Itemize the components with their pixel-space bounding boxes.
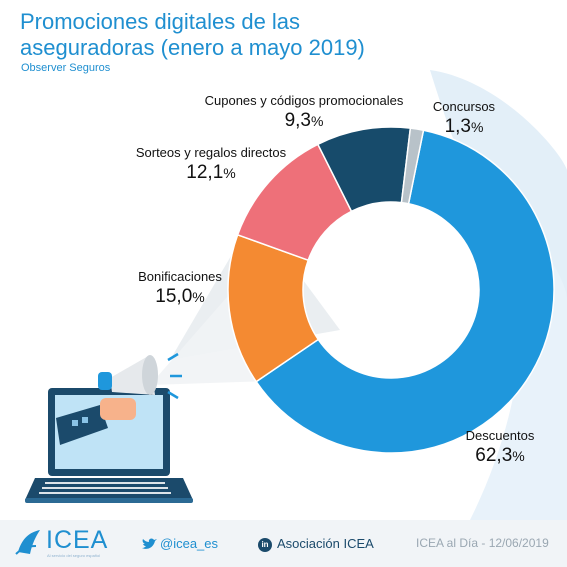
slice-value-sorteos: 12,1 [186, 162, 224, 183]
twitter-icon[interactable] [141, 537, 157, 551]
label-bonificaciones: Bonificaciones 15,0% [132, 268, 228, 309]
label-sorteos: Sorteos y regalos directos 12,1% [118, 144, 304, 185]
label-cupones: Cupones y códigos promocionales 9,3% [204, 93, 404, 131]
donut-slice-descuentos [255, 129, 555, 454]
donut-chart [227, 126, 555, 454]
slice-value-concursos: 1,3 [444, 116, 471, 137]
donut-slice-concursos [400, 127, 425, 205]
source-label: Observer Seguros [21, 62, 111, 74]
linkedin-link[interactable]: Asociación ICEA [277, 536, 374, 551]
label-descuentos: Descuentos 62,3% [458, 427, 542, 468]
linkedin-icon[interactable]: in [258, 538, 272, 552]
publication-date: ICEA al Día - 12/06/2019 [416, 536, 549, 550]
logo-subtext: Al servicio del seguro español [47, 553, 101, 558]
slice-name-descuentos: Descuentos [465, 428, 535, 443]
laptop-megaphone-icon [25, 352, 193, 503]
page-title: Promociones digitales de las aseguradora… [20, 9, 365, 60]
logo-text: ICEA [46, 526, 109, 554]
slice-value-cupones: 9,3 [284, 110, 311, 131]
slice-name-cupones: Cupones y códigos promocionales [204, 93, 404, 108]
icea-logo-icon [15, 530, 40, 555]
slice-name-sorteos: Sorteos y regalos directos [135, 145, 287, 160]
slice-name-concursos: Concursos [432, 99, 496, 114]
slice-name-bonificaciones: Bonificaciones [138, 269, 222, 284]
footer: ICEA Al servicio del seguro español @ice… [0, 520, 567, 567]
slice-value-descuentos: 62,3 [475, 445, 513, 466]
slice-value-bonificaciones: 15,0 [155, 286, 193, 307]
label-concursos: Concursos 1,3% [425, 98, 503, 139]
twitter-handle-link[interactable]: @icea_es [160, 536, 219, 551]
